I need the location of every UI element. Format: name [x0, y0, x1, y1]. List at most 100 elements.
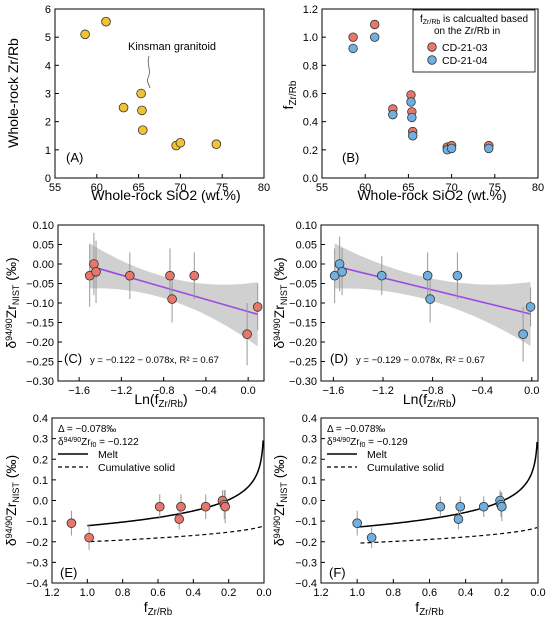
y-tick-label: 0.0	[33, 496, 48, 508]
y-tick-label: 0.2	[302, 454, 317, 466]
x-axis-title: fZr/Rb	[144, 599, 173, 618]
y-tick-label: 6	[45, 4, 51, 16]
x-axis-title: Ln(fZr/Rb)	[134, 391, 187, 410]
panel-label: (A)	[66, 150, 83, 165]
y-tick-label: 0.8	[303, 60, 318, 72]
data-point	[165, 270, 175, 281]
y-tick-label: −0.1	[26, 516, 48, 528]
y-tick-label: 1.0	[303, 32, 318, 44]
data-point	[101, 16, 111, 27]
y-tick-label: −0.25	[289, 357, 317, 369]
legend-melt-label: Melt	[98, 449, 118, 461]
x-tick-label: 0.8	[386, 587, 401, 599]
fit-equation: y = −0.129 − 0.078x, R² = 0.67	[356, 355, 485, 366]
data-point	[370, 19, 380, 30]
legend-melt-label: Melt	[367, 449, 387, 461]
data-point	[452, 270, 463, 281]
y-axis-title: δ94/90ZrNIST (‰)	[3, 257, 21, 348]
data-point	[337, 266, 347, 277]
data-point	[66, 518, 77, 528]
data-point	[455, 501, 466, 512]
data-point	[525, 302, 536, 312]
data-point	[348, 43, 358, 54]
data-point	[80, 29, 90, 40]
x-tick-label: 60	[359, 182, 371, 194]
panel-label: (C)	[64, 351, 82, 366]
data-point	[189, 270, 200, 281]
y-tick-label: 0.6	[303, 89, 318, 101]
data-point	[446, 143, 457, 154]
y-tick-label: −0.2	[26, 537, 48, 549]
y-tick-label: 0.4	[303, 117, 318, 129]
legend-entry-label: CD-21-04	[442, 55, 488, 67]
x-tick-label: 65	[402, 182, 414, 194]
y-axis-title: δ94/90ZrNIST (‰)	[271, 455, 289, 546]
y-tick-label: 0.2	[33, 454, 48, 466]
legend-solid-label: Cumulative solid	[367, 462, 444, 474]
x-tick-label: 0.0	[530, 587, 545, 599]
legend-entry-label: CD-21-03	[442, 42, 488, 54]
y-tick-label: −0.20	[289, 337, 317, 349]
delta0-annotation: δ94/90Zrf0 = −0.122	[58, 437, 139, 449]
data-point	[497, 501, 507, 512]
x-tick-label: −0.4	[195, 385, 217, 397]
y-tick-label: −0.4	[26, 578, 48, 590]
x-tick-label: −0.8	[153, 385, 175, 397]
y-tick-label: 4	[45, 60, 51, 72]
y-tick-label: 0.1	[33, 475, 48, 487]
regression-line	[334, 265, 531, 315]
x-axis-title: Ln(fZr/Rb)	[403, 391, 456, 410]
data-point	[427, 55, 437, 65]
data-point	[91, 266, 101, 277]
x-tick-label: 60	[91, 182, 103, 194]
y-tick-label: 0.05	[33, 240, 54, 252]
y-tick-label: −0.15	[289, 318, 317, 330]
y-axis-title: fZr/Rb	[280, 80, 299, 109]
x-tick-label: 0.2	[494, 587, 509, 599]
y-tick-label: −0.20	[26, 337, 54, 349]
y-tick-label: 1.2	[303, 4, 318, 16]
fit-equation: y = −0.122 − 0.078x, R² = 0.67	[90, 355, 219, 366]
panel-a: 55 60 65 70 75 80 0 1 2 3 4 5 6 Kinsman granitoid (A) W…	[5, 4, 270, 203]
x-tick-label: 80	[532, 182, 544, 194]
y-tick-label: 0.0	[303, 173, 318, 185]
data-point	[167, 294, 177, 304]
x-tick-label: −0.4	[471, 385, 493, 397]
y-tick-label: −0.2	[295, 537, 317, 549]
data-point	[89, 259, 99, 269]
data-point	[176, 501, 186, 512]
x-tick-label: 75	[216, 182, 228, 194]
annotation-leader	[147, 55, 151, 89]
delta-annotation: Δ = −0.078‰	[58, 424, 116, 435]
y-tick-label: 0.10	[33, 220, 54, 232]
x-tick-label: 75	[489, 182, 501, 194]
data-point	[220, 501, 230, 512]
data-point	[453, 514, 464, 524]
cumulative-solid-curve	[360, 526, 538, 544]
x-tick-label: 1.0	[350, 587, 365, 599]
data-point	[252, 302, 263, 312]
x-tick-label: 55	[49, 182, 61, 194]
y-tick-label: 5	[45, 32, 51, 44]
y-tick-label: 0.05	[296, 240, 317, 252]
regression-line	[89, 265, 258, 316]
x-tick-label: 80	[258, 182, 270, 194]
x-axis-title: fZr/Rb	[415, 599, 444, 618]
panel-label: (F)	[329, 565, 346, 580]
y-tick-label: −0.10	[289, 298, 317, 310]
data-point	[174, 514, 185, 524]
plot-area	[329, 236, 536, 362]
confidence-band	[334, 243, 531, 346]
x-tick-label: 55	[316, 182, 328, 194]
x-tick-label: 0.0	[241, 385, 256, 397]
y-tick-label: −0.10	[26, 298, 54, 310]
annotation-label: Kinsman granitoid	[128, 41, 216, 53]
data-point	[370, 32, 380, 42]
y-tick-label: 0.2	[303, 145, 318, 157]
y-tick-label: 1	[45, 145, 51, 157]
y-tick-label: −0.30	[26, 376, 54, 388]
data-point	[478, 501, 489, 512]
x-tick-label: 1.2	[44, 587, 59, 599]
x-tick-label: 1.2	[313, 587, 328, 599]
